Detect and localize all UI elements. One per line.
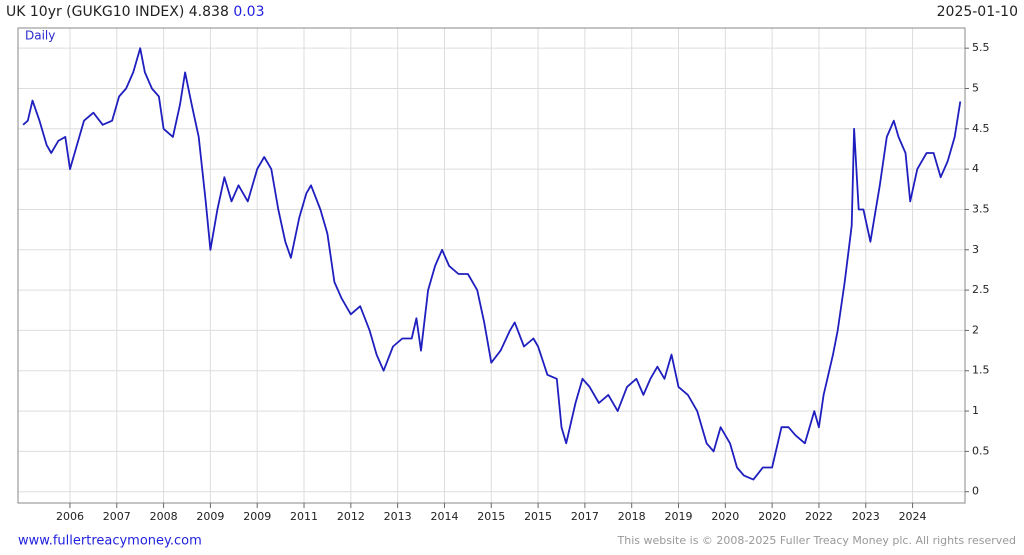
y-tick-label: 5.5 xyxy=(972,41,990,54)
x-tick-label: 2008 xyxy=(150,510,178,523)
frequency: Daily xyxy=(25,29,55,43)
y-tick-label: 2 xyxy=(972,323,979,336)
x-tick-label: 2007 xyxy=(103,510,131,523)
x-tick-label: 2020 xyxy=(758,510,786,523)
y-tick-label: 0 xyxy=(972,485,979,498)
line-series xyxy=(22,47,962,481)
y-tick-label: 0.5 xyxy=(972,444,990,457)
footer-url[interactable]: www.fullertreacymoney.com xyxy=(18,534,202,549)
x-tick-label: 2020 xyxy=(711,510,739,523)
x-tick-label: 2006 xyxy=(56,510,84,523)
y-tick-label: 3 xyxy=(972,243,979,256)
chart-title: UK 10yr (GUKG10 INDEX) 4.838 0.03 xyxy=(6,4,264,20)
x-tick-label: 2012 xyxy=(337,510,365,523)
date: 2025-01-10 xyxy=(937,4,1018,20)
footer-copyright: This website is © 2008-2025 Fuller Treac… xyxy=(617,534,1016,547)
y-tick-label: 1 xyxy=(972,404,979,417)
y-tick-label: 3.5 xyxy=(972,202,990,215)
y-tick-label: 4.5 xyxy=(972,122,990,135)
x-tick-label: 2011 xyxy=(290,510,318,523)
x-tick-label: 2015 xyxy=(477,510,505,523)
y-tick-label: 1.5 xyxy=(972,364,990,377)
title: UK 10yr (GUKG10 INDEX) 4.838 xyxy=(6,4,229,20)
y-tick-label: 4 xyxy=(972,162,979,175)
change: 0.03 xyxy=(233,4,264,20)
x-tick-label: 2023 xyxy=(852,510,880,523)
x-tick-label: 2024 xyxy=(899,510,927,523)
x-tick-label: 2014 xyxy=(430,510,458,523)
y-tick-label: 5 xyxy=(972,81,979,94)
x-tick-label: 2015 xyxy=(524,510,552,523)
x-tick-label: 2009 xyxy=(196,510,224,523)
x-tick-label: 2019 xyxy=(665,510,693,523)
x-tick-label: 2022 xyxy=(805,510,833,523)
x-tick-label: 2018 xyxy=(618,510,646,523)
y-tick-label: 2.5 xyxy=(972,283,990,296)
x-tick-label: 2013 xyxy=(384,510,412,523)
x-tick-label: 2017 xyxy=(571,510,599,523)
x-tick-label: 2009 xyxy=(243,510,271,523)
